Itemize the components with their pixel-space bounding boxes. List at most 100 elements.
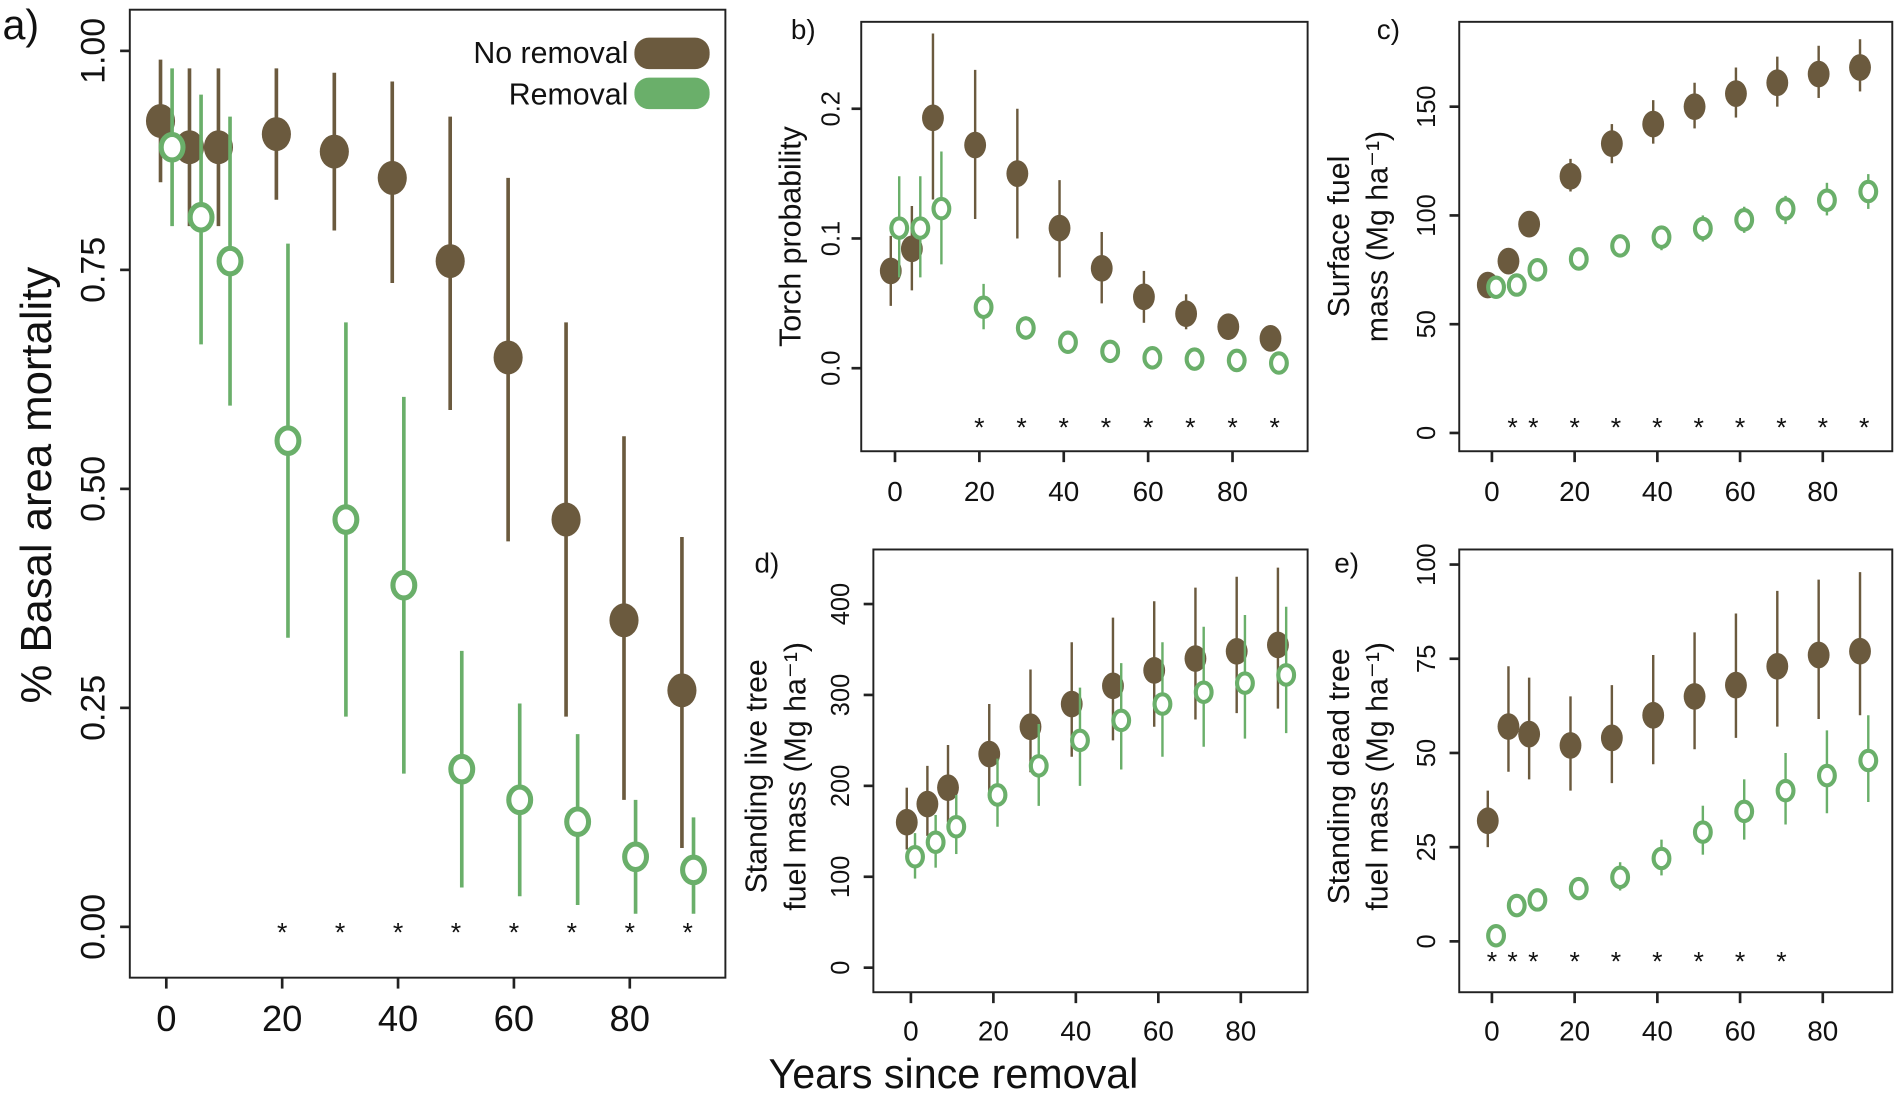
point-removal bbox=[448, 753, 476, 785]
point-no-removal bbox=[1217, 313, 1240, 341]
point-no-removal bbox=[1497, 247, 1520, 275]
point-removal bbox=[1100, 339, 1121, 364]
point-removal bbox=[973, 295, 994, 320]
significance-star: * bbox=[393, 917, 403, 947]
point-removal bbox=[1651, 846, 1672, 871]
significance-star: * bbox=[1487, 946, 1497, 976]
significance-star: * bbox=[451, 917, 461, 947]
point-no-removal bbox=[1267, 631, 1289, 659]
point-no-removal bbox=[1133, 283, 1155, 311]
significance-star: * bbox=[1059, 413, 1069, 443]
point-no-removal bbox=[1259, 325, 1282, 352]
significance-star: * bbox=[509, 917, 519, 947]
point-no-removal bbox=[1725, 80, 1747, 107]
x-tick-label: 20 bbox=[964, 476, 995, 507]
significance-star: * bbox=[1859, 413, 1869, 443]
point-no-removal bbox=[203, 130, 234, 165]
point-no-removal bbox=[1849, 637, 1871, 665]
point-removal bbox=[946, 814, 967, 839]
point-removal bbox=[925, 830, 946, 854]
point-removal bbox=[216, 245, 244, 277]
point-no-removal bbox=[1048, 214, 1071, 242]
x-tick-label: 80 bbox=[1807, 1016, 1838, 1047]
point-no-removal bbox=[435, 244, 465, 279]
point-no-removal bbox=[1766, 652, 1789, 680]
x-tick-label: 0 bbox=[1484, 1016, 1500, 1047]
point-removal bbox=[1193, 680, 1214, 704]
panel-label: b) bbox=[791, 14, 816, 45]
point-removal bbox=[1816, 188, 1837, 212]
panel-d: d) Standing live tree fuel mass (Mg ha⁻¹) 0… bbox=[741, 548, 1309, 1047]
point-removal bbox=[390, 569, 418, 601]
panel-a: a) % Basal area mortality 0.00 0.25 0.50 0.75… bbox=[2, 2, 727, 1039]
point-no-removal bbox=[1683, 683, 1706, 710]
point-no-removal bbox=[900, 235, 923, 263]
y-tick-label: 0.75 bbox=[74, 237, 112, 303]
point-removal bbox=[1015, 316, 1036, 340]
y-tick-label: 150 bbox=[1413, 85, 1441, 128]
point-removal bbox=[1734, 208, 1755, 232]
y-tick-label: 0 bbox=[1413, 426, 1441, 440]
y-tick-label: 0.0 bbox=[817, 351, 845, 386]
y-tick-label: 400 bbox=[827, 583, 855, 625]
point-removal bbox=[1142, 346, 1163, 370]
significance-star: * bbox=[1694, 413, 1704, 443]
point-no-removal bbox=[1849, 54, 1871, 81]
point-removal bbox=[680, 854, 707, 886]
x-tick-label: 0 bbox=[1484, 476, 1500, 507]
x-tick-label: 60 bbox=[1725, 1016, 1756, 1047]
point-no-removal bbox=[1725, 671, 1747, 699]
point-removal bbox=[1527, 888, 1548, 912]
y-axis-label: mass (Mg ha⁻¹) bbox=[1362, 131, 1395, 342]
point-removal bbox=[1268, 351, 1289, 375]
significance-star: * bbox=[1227, 413, 1237, 443]
y-axis-label: fuel mass (Mg ha⁻¹) bbox=[1362, 642, 1395, 911]
x-tick-label: 60 bbox=[1143, 1016, 1174, 1047]
plot-area-frame bbox=[872, 548, 1309, 994]
point-removal bbox=[905, 844, 925, 869]
point-removal bbox=[1058, 330, 1078, 355]
point-removal bbox=[1486, 275, 1506, 299]
significance-star: * bbox=[1652, 413, 1662, 443]
point-removal bbox=[1234, 671, 1255, 695]
significance-star: * bbox=[1528, 413, 1538, 443]
y-tick-label: 100 bbox=[1413, 194, 1441, 237]
point-removal bbox=[158, 131, 186, 163]
point-removal bbox=[1184, 347, 1205, 371]
point-no-removal bbox=[1497, 713, 1520, 740]
point-removal bbox=[1568, 247, 1589, 271]
significance-star: * bbox=[567, 917, 577, 947]
point-removal bbox=[1775, 778, 1796, 803]
x-tick-label: 60 bbox=[1725, 476, 1756, 507]
point-removal bbox=[1028, 754, 1049, 778]
y-tick-label: 100 bbox=[1413, 543, 1441, 586]
point-no-removal bbox=[922, 104, 944, 132]
x-tick-label: 80 bbox=[1225, 1016, 1256, 1047]
significance-star: * bbox=[1735, 946, 1745, 976]
point-no-removal bbox=[1559, 732, 1582, 759]
y-tick-label: 0 bbox=[1413, 934, 1441, 948]
significance-star: * bbox=[1652, 946, 1662, 976]
panel-e: e) Standing dead tree fuel mass (Mg ha⁻¹) 0… bbox=[1323, 543, 1894, 1047]
point-no-removal bbox=[1766, 69, 1789, 97]
x-tick-label: 80 bbox=[610, 998, 650, 1039]
significance-star: * bbox=[1143, 413, 1153, 443]
point-no-removal bbox=[895, 808, 918, 836]
point-removal bbox=[1692, 820, 1713, 844]
plot-area-frame bbox=[860, 20, 1309, 453]
significance-star: * bbox=[683, 917, 693, 947]
significance-star: * bbox=[1185, 413, 1195, 443]
point-removal bbox=[1610, 865, 1631, 890]
y-tick-label: 1.00 bbox=[74, 18, 112, 84]
x-tick-label: 0 bbox=[903, 1016, 919, 1047]
significance-star: * bbox=[1101, 413, 1111, 443]
point-no-removal bbox=[493, 340, 523, 375]
y-tick-label: 0.00 bbox=[74, 894, 112, 960]
x-tick-label: 40 bbox=[1642, 1016, 1673, 1047]
y-tick-label: 200 bbox=[827, 765, 855, 808]
x-tick-label: 40 bbox=[1642, 476, 1673, 507]
point-removal bbox=[889, 216, 910, 240]
point-no-removal bbox=[937, 774, 959, 802]
point-no-removal bbox=[1006, 160, 1029, 187]
